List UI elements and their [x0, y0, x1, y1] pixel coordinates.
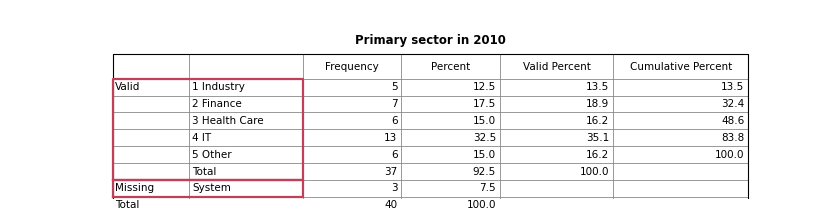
Text: 83.8: 83.8 — [721, 133, 744, 143]
Text: System: System — [192, 183, 231, 194]
Text: 2 Finance: 2 Finance — [192, 99, 242, 109]
Text: 100.0: 100.0 — [466, 200, 496, 210]
Text: 92.5: 92.5 — [473, 167, 496, 177]
Text: Valid: Valid — [115, 82, 141, 92]
Text: 3: 3 — [391, 183, 397, 194]
Text: 12.5: 12.5 — [473, 82, 496, 92]
Text: 13.5: 13.5 — [586, 82, 609, 92]
Text: 15.0: 15.0 — [473, 150, 496, 160]
Text: 17.5: 17.5 — [473, 99, 496, 109]
Text: 4 IT: 4 IT — [192, 133, 211, 143]
Text: 5 Other: 5 Other — [192, 150, 232, 160]
Text: 35.1: 35.1 — [586, 133, 609, 143]
Text: 7: 7 — [391, 99, 397, 109]
Text: 7.5: 7.5 — [480, 183, 496, 194]
Text: 1 Industry: 1 Industry — [192, 82, 245, 92]
Text: 40: 40 — [384, 200, 397, 210]
Text: Frequency: Frequency — [325, 62, 379, 71]
Text: Total: Total — [192, 167, 217, 177]
Text: Primary sector in 2010: Primary sector in 2010 — [355, 34, 506, 47]
Text: Missing: Missing — [115, 183, 155, 194]
Text: 100.0: 100.0 — [715, 150, 744, 160]
Text: 15.0: 15.0 — [473, 116, 496, 126]
Text: 100.0: 100.0 — [580, 167, 609, 177]
Text: 48.6: 48.6 — [721, 116, 744, 126]
Text: 3 Health Care: 3 Health Care — [192, 116, 264, 126]
Text: 6: 6 — [391, 116, 397, 126]
Text: 13.5: 13.5 — [721, 82, 744, 92]
Text: Total: Total — [115, 200, 139, 210]
Text: 16.2: 16.2 — [586, 116, 609, 126]
Text: 16.2: 16.2 — [586, 150, 609, 160]
Text: 5: 5 — [391, 82, 397, 92]
Text: 13: 13 — [384, 133, 397, 143]
Text: 32.5: 32.5 — [473, 133, 496, 143]
Text: 6: 6 — [391, 150, 397, 160]
Text: 18.9: 18.9 — [586, 99, 609, 109]
Text: Cumulative Percent: Cumulative Percent — [629, 62, 732, 71]
Text: 37: 37 — [384, 167, 397, 177]
Text: Valid Percent: Valid Percent — [522, 62, 591, 71]
Text: 32.4: 32.4 — [721, 99, 744, 109]
Text: Percent: Percent — [431, 62, 470, 71]
